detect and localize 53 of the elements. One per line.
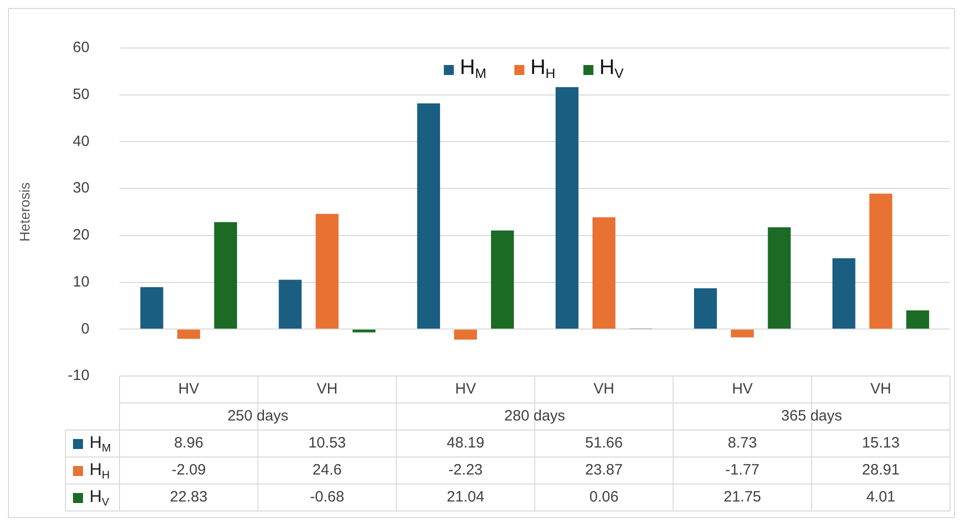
x-tick-label: HV bbox=[732, 380, 753, 398]
bar bbox=[906, 310, 930, 329]
y-tick-label: 50 bbox=[72, 86, 90, 103]
y-tick-label: 20 bbox=[72, 226, 90, 244]
x-tick-label: HV bbox=[455, 380, 476, 398]
bar bbox=[694, 288, 717, 329]
data-label: 21.04 bbox=[446, 488, 484, 506]
text: 365 days bbox=[781, 408, 842, 425]
bar bbox=[214, 222, 238, 329]
data-label: 24.6 bbox=[312, 462, 342, 479]
data-label: 22.83 bbox=[170, 488, 208, 506]
data-label: -2.23 bbox=[448, 462, 483, 479]
x-tick-label: VH bbox=[316, 380, 338, 398]
data-label: 51.66 bbox=[585, 434, 623, 452]
data-label: 10.53 bbox=[308, 434, 346, 452]
text: 280 days bbox=[504, 408, 566, 425]
y-tick-label: 10 bbox=[72, 273, 90, 290]
x-tick-label: VH bbox=[594, 380, 614, 398]
data-label: 23.87 bbox=[585, 462, 623, 479]
y-tick-label: 30 bbox=[72, 180, 90, 197]
bar bbox=[592, 217, 616, 329]
bar bbox=[140, 287, 164, 329]
bar bbox=[869, 194, 892, 329]
data-label: -1.77 bbox=[725, 462, 760, 479]
y-tick-label: 40 bbox=[72, 132, 90, 150]
data-label: 4.01 bbox=[866, 488, 896, 506]
data-label: 0.06 bbox=[589, 488, 619, 506]
data-label: -2.09 bbox=[172, 462, 206, 479]
data-label: 28.91 bbox=[862, 462, 900, 479]
y-axis-title: Heterosis bbox=[16, 182, 32, 242]
y-tick-label: 0 bbox=[81, 320, 90, 338]
bar bbox=[417, 103, 440, 329]
bar bbox=[278, 280, 302, 329]
x-tick-label: HV bbox=[178, 380, 200, 398]
bar bbox=[832, 258, 856, 329]
bar bbox=[768, 227, 791, 329]
data-label: 15.13 bbox=[862, 434, 900, 452]
bar bbox=[177, 330, 200, 339]
data-label: 8.73 bbox=[728, 434, 757, 452]
data-label: 48.19 bbox=[446, 434, 484, 452]
text: 250 days bbox=[227, 408, 288, 425]
data-label: 21.75 bbox=[724, 488, 762, 506]
y-tick-label: 60 bbox=[72, 39, 90, 56]
data-label: -0.68 bbox=[310, 488, 344, 506]
bar bbox=[556, 87, 578, 329]
bar bbox=[316, 214, 339, 329]
x-tick-label: VH bbox=[870, 380, 892, 398]
bar bbox=[491, 230, 514, 329]
y-tick-label: -10 bbox=[68, 367, 90, 384]
bar bbox=[454, 330, 477, 340]
bar bbox=[730, 330, 754, 338]
bar bbox=[352, 330, 376, 332]
data-label: 8.96 bbox=[174, 434, 204, 452]
